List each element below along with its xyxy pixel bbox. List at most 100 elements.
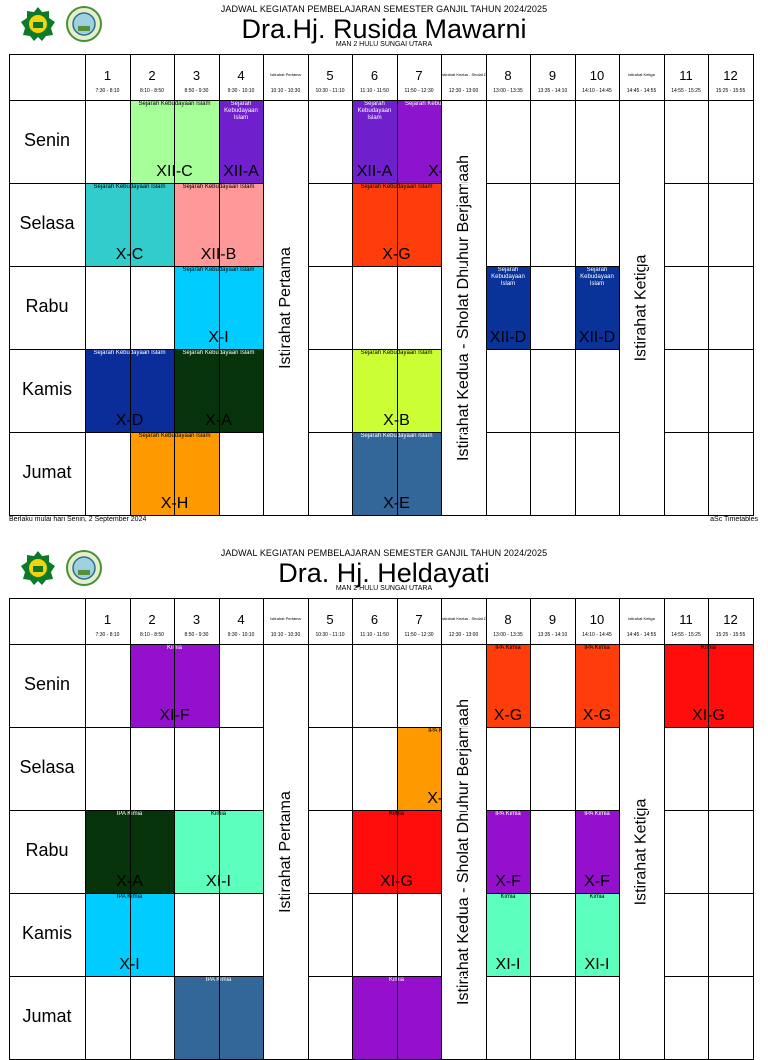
period-time: 12:30 - 13:00 [448,88,479,94]
lesson-block[interactable]: Sejarah Kebudayaan Islam X-E [352,432,441,515]
break-mask [620,810,664,811]
break-mask [442,893,486,894]
lesson-class: X-F [584,873,610,890]
grid-line [85,598,86,1059]
period-time: 13:35 - 14:10 [537,632,568,638]
lesson-block[interactable]: IPA Kimia X-G [575,644,619,727]
header-title: JADWAL KEGIATAN PEMBELAJARAN SEMESTER GA… [220,4,548,14]
lesson-subject: Sejarah Kebudayaan Islam [182,267,255,273]
lesson-subject: Sejarah Kebudayaan Islam [93,184,166,190]
lesson-subject: IPA Kimia [495,811,521,817]
period-time: 15:25 - 15:55 [715,632,746,638]
lesson-block[interactable]: Sejarah Kebudayaan Islam X-G [352,183,441,266]
lesson-class: X-F [495,873,521,890]
school-name: MAN 2 HULU SUNGAI UTARA [335,41,433,48]
grid-line [263,598,264,1059]
break-label: Istirahat Kedua - Sholat Dhuhur Berjamaa… [454,698,472,1005]
lesson-block[interactable]: IPA Kimia X-I [85,893,174,976]
grid-line [263,54,264,515]
lesson-subject: IPA Kimia [495,645,521,651]
period-number: 3 [192,612,201,627]
period-time: 10:30 - 11:10 [315,632,345,638]
break-mask [620,183,664,184]
period-number: 5 [326,612,334,627]
period-time: 11:50 - 12:30 [404,88,434,94]
timetable-header: JADWAL KEGIATAN PEMBELAJARAN SEMESTER GA… [0,544,768,596]
lesson-block[interactable]: Sejarah Kebudayaan Islam X-I [174,266,263,349]
lesson-class: X-G [352,246,441,264]
period-time: 15:25 - 15:55 [715,88,746,94]
lesson-subject: Sejarah Kebudayaan Islam [224,101,258,121]
period-number: 9 [548,612,557,627]
lesson-block[interactable]: Kimia XI-I [575,893,619,976]
day-label-selasa: Selasa [19,757,75,777]
lesson-block[interactable]: Kimia XI-G [352,810,441,893]
grid-line [9,515,753,516]
period-time: 13:35 - 14:10 [537,88,568,94]
break-label: Istirahat Ketiga [632,798,650,905]
lesson-block[interactable]: Sejarah Kebudayaan Islam X-A [174,349,263,432]
period-number: 6 [370,68,379,83]
lesson-subject: Kimia [352,811,441,818]
grid-line [9,54,753,55]
period-number: 9 [548,68,557,83]
break-mask [442,810,486,811]
break-label: Istirahat Pertama [276,790,294,913]
grid-line [9,976,753,977]
break-istirahat-kedua: Istirahat Kedua - Sholat Dhuhur Berjamaa… [441,644,486,1059]
period-time: 14:55 - 15:25 [671,632,701,638]
lesson-block[interactable]: Kimia XI-I [174,810,263,893]
lesson-block[interactable]: IPA Kimia X-F [486,810,530,893]
break-mask [620,976,664,977]
grid-line [619,54,620,515]
grid-line [9,893,753,894]
period-number: 6 [370,612,379,627]
lesson-block[interactable]: Kimia XI-I [486,893,530,976]
day-label-jumat: Jumat [22,462,72,482]
lesson-class: XII-A [356,163,393,180]
lesson-block[interactable]: Sejarah Kebudayaan Islam XII-D [486,266,530,349]
lesson-block[interactable]: IPA Kimia X-A [85,810,174,893]
period-time: 9:30 - 10:10 [227,632,255,638]
period-time: 10:10 - 10:30 [270,88,301,94]
period-number: 3 [192,68,201,83]
lesson-block[interactable]: Sejarah Kebudayaan Islam XII-A [219,100,263,183]
lesson-block[interactable]: Sejarah Kebudayaan Islam X-B [352,349,441,432]
break-label: Istirahat Kedua - Sholat Dhuhur Berjamaa… [454,154,472,461]
lesson-subject: Sejarah Kebudayaan Islam [360,350,433,356]
period-break-header: Istirahat Kedua - Sholat Dhuhur [441,72,486,77]
lesson-block[interactable]: Sejarah Kebudayaan Islam XII-B [174,183,263,266]
period-time: 7:30 - 8:10 [95,88,120,94]
break-mask [264,727,308,728]
grid-line [174,54,175,515]
grid-line [397,598,398,1059]
period-number: 11 [679,612,693,627]
footer-valid-from: Berlaku mulai hari Senin, 2 September 20… [9,516,147,523]
period-number: 12 [723,612,738,627]
lesson-block[interactable]: Sejarah Kebudayaan Islam X-C [85,183,174,266]
lesson-subject: Kimia [174,811,263,818]
break-mask [264,266,308,267]
grid-line [308,598,309,1059]
lesson-block[interactable]: IPA Kimia X-F [575,810,619,893]
grid-line [575,598,576,1059]
break-mask [442,349,486,350]
day-label-rabu: Rabu [25,296,69,316]
grid-line [130,598,131,1059]
lesson-class: XII-D [489,329,527,346]
day-label-senin: Senin [23,130,71,150]
lesson-block[interactable]: Sejarah Kebudayaan Islam XII-A [352,100,397,183]
period-time: 11:10 - 11:50 [360,632,389,638]
lesson-block[interactable]: Sejarah Kebudayaan Islam X-D [85,349,174,432]
break-istirahat-pertama: Istirahat Pertama [263,644,308,1059]
grid-line [753,598,754,1060]
break-label: Istirahat Ketiga [632,254,650,361]
grid-line [664,54,665,515]
lesson-block[interactable]: IPA Kimia X-G [486,644,530,727]
period-number: 8 [504,68,512,83]
period-number: 5 [326,68,334,83]
lesson-block[interactable]: Sejarah Kebudayaan Islam XII-D [575,266,619,349]
grid-line [530,54,531,515]
lesson-subject: IPA Kimia [116,811,143,817]
break-mask [264,183,308,184]
